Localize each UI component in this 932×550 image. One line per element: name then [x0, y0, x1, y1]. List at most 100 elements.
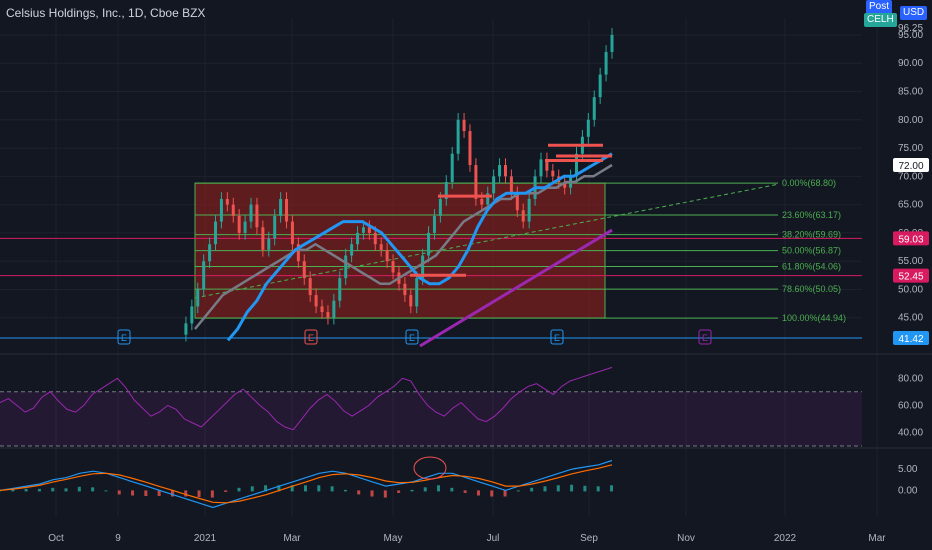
- candle-body: [338, 278, 342, 301]
- macd-histogram-bar: [490, 490, 494, 497]
- price-label: 41.42: [898, 334, 923, 345]
- time-tick-label: Jul: [487, 533, 500, 544]
- candle-body: [480, 198, 484, 205]
- price-tick-label: 85.00: [898, 87, 923, 98]
- candle-body: [332, 300, 336, 318]
- macd-histogram-bar: [610, 485, 613, 492]
- macd-histogram-bar: [543, 486, 547, 492]
- macd-histogram-bar: [184, 490, 188, 497]
- candle-body: [373, 232, 377, 245]
- macd-histogram-bar: [117, 490, 121, 495]
- price-label-box: [893, 330, 929, 345]
- price-tick-label: 65.00: [898, 200, 923, 211]
- currency-badge[interactable]: USD: [900, 6, 928, 20]
- post-badge: Post: [866, 0, 893, 14]
- candle-body: [308, 278, 312, 296]
- price-label: 59.03: [898, 234, 923, 245]
- macd-histogram-bar: [410, 489, 414, 492]
- macd-histogram-bar: [37, 488, 41, 492]
- macd-histogram-bar: [317, 485, 321, 492]
- candle-body: [190, 306, 194, 324]
- rsi-tick-label: 40.00: [898, 427, 923, 438]
- price-label: 52.45: [898, 272, 923, 283]
- price-tick-label: 45.00: [898, 313, 923, 324]
- candle-body: [225, 198, 229, 205]
- candle-body: [432, 215, 436, 233]
- candle-body: [202, 261, 206, 290]
- trend-line: [194, 183, 779, 299]
- macd-histogram-bar: [304, 485, 307, 492]
- macd-histogram-bar: [224, 490, 228, 492]
- price-tick-label: 50.00: [898, 284, 923, 295]
- earnings-marker-label: E: [702, 333, 708, 343]
- candle-body: [391, 261, 395, 273]
- candle-body: [196, 289, 200, 307]
- rsi-tick-label: 60.00: [898, 400, 923, 411]
- candle-body: [279, 198, 283, 216]
- earnings-marker-label: E: [409, 333, 415, 343]
- candle-body: [367, 227, 371, 233]
- candle-body: [379, 244, 383, 250]
- macd-histogram-bar: [210, 490, 214, 498]
- macd-histogram-bar: [250, 486, 254, 492]
- macd-histogram-bar: [131, 490, 135, 496]
- macd-histogram-bar: [264, 485, 268, 492]
- candle-body: [326, 312, 330, 318]
- candle-body: [415, 278, 419, 307]
- fib-level-label: 38.20%(59.69): [782, 230, 841, 240]
- macd-histogram-bar: [343, 489, 347, 492]
- price-label: 72.00: [898, 161, 923, 172]
- candle-body: [604, 51, 608, 75]
- price-label-box: [893, 158, 929, 173]
- candle-body: [361, 227, 365, 233]
- candle-body: [385, 249, 389, 262]
- macd-signal-line: [0, 464, 613, 504]
- macd-histogram-bar: [503, 490, 507, 497]
- candle-body: [344, 255, 348, 279]
- candle-body: [231, 204, 235, 216]
- earnings-marker: [117, 329, 131, 345]
- fib-level-label: 50.00%(56.87): [782, 246, 841, 256]
- macd-histogram-bar: [91, 487, 95, 492]
- macd-annotation-circle: [413, 456, 447, 480]
- macd-histogram-bar: [197, 490, 201, 498]
- macd-tick-label: 0.00: [898, 485, 918, 496]
- time-tick-label: Oct: [48, 533, 64, 544]
- candle-body: [273, 215, 277, 239]
- earnings-marker-label: E: [121, 333, 127, 343]
- macd-histogram-bar: [357, 490, 361, 495]
- fib-level-label: 0.00%(68.80): [782, 178, 836, 188]
- macd-line: [0, 459, 613, 509]
- ticker-badge: CELH: [864, 13, 897, 27]
- macd-histogram-bar: [596, 486, 600, 492]
- candle-body: [503, 165, 507, 177]
- earnings-marker: [698, 329, 712, 345]
- candle-body: [610, 34, 614, 52]
- macd-tick-label: 5.00: [898, 464, 918, 475]
- time-tick-label: Sep: [580, 533, 598, 544]
- candle-body: [261, 227, 265, 250]
- last-price-label: 96.25: [898, 23, 923, 34]
- price-tick-label: 55.00: [898, 256, 923, 267]
- macd-histogram-bar: [570, 484, 574, 492]
- macd-histogram-bar: [77, 486, 81, 492]
- candle-body: [249, 204, 253, 222]
- candle-body: [296, 244, 300, 262]
- macd-histogram-bar: [530, 487, 534, 492]
- macd-histogram-bar: [330, 486, 334, 492]
- candle-body: [184, 323, 188, 335]
- candle-body: [214, 221, 218, 245]
- candle-body: [350, 244, 354, 256]
- candle-body: [302, 261, 306, 279]
- fib-level-label: 61.80%(54.06): [782, 261, 841, 271]
- candle-body: [290, 221, 294, 245]
- price-label-box: [893, 231, 929, 246]
- candle-body: [450, 153, 454, 182]
- candle-body: [427, 232, 431, 256]
- candle-body: [521, 210, 525, 222]
- candle-body: [285, 198, 289, 222]
- earnings-marker: [405, 329, 419, 345]
- time-tick-label: Nov: [677, 533, 695, 544]
- candle-body: [492, 176, 496, 194]
